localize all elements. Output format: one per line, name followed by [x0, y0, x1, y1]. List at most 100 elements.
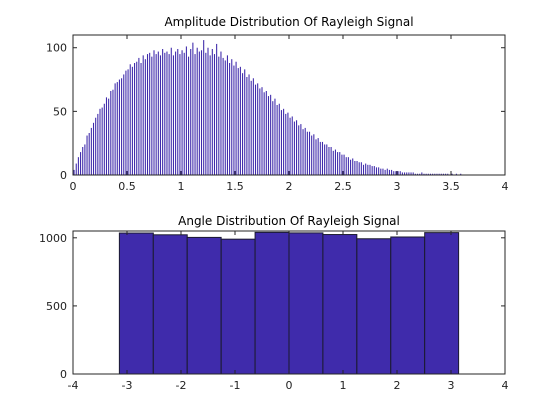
amplitude-bar — [460, 173, 462, 175]
angle-x-tick-label: 3 — [448, 379, 455, 392]
amplitude-bar — [332, 150, 334, 175]
amplitude-bar — [434, 173, 436, 175]
amplitude-bar — [410, 172, 412, 175]
amplitude-bar — [296, 120, 298, 175]
amplitude-bar — [447, 173, 449, 175]
amplitude-bar — [159, 55, 162, 175]
amplitude-bar — [278, 103, 280, 175]
angle-x-tick-label: -3 — [122, 379, 133, 392]
amplitude-bar — [216, 43, 218, 175]
amplitude-bar — [395, 171, 397, 175]
amplitude-bar — [179, 54, 181, 176]
amplitude-axes-box — [72, 34, 506, 176]
amplitude-bar — [358, 162, 360, 175]
amplitude-bar — [432, 173, 434, 175]
amplitude-bar — [326, 144, 328, 175]
amplitude-bar — [101, 107, 103, 175]
amplitude-bar — [75, 163, 77, 175]
amplitude-axes-frame — [72, 34, 506, 176]
amplitude-bar — [250, 80, 252, 175]
amplitude-bar — [423, 173, 425, 175]
amplitude-bar — [343, 154, 345, 175]
amplitude-y-tick-label: 50 — [53, 105, 67, 118]
amplitude-bar — [425, 173, 427, 175]
amplitude-bar — [293, 121, 295, 175]
amplitude-bar — [391, 169, 393, 175]
amplitude-bar — [308, 131, 311, 175]
amplitude-y-tick-label: 100 — [46, 42, 67, 55]
amplitude-bar — [263, 92, 265, 175]
amplitude-bar — [347, 157, 349, 175]
angle-bar — [152, 234, 188, 375]
amplitude-bar — [272, 101, 274, 175]
amplitude-bar — [200, 50, 203, 175]
amplitude-bar — [406, 172, 408, 175]
amplitude-bar — [73, 169, 75, 175]
amplitude-bar — [129, 64, 131, 175]
amplitude-bar — [455, 173, 457, 175]
amplitude-bar — [276, 105, 278, 175]
amplitude-y-ticks: 0 50 100 — [46, 42, 505, 182]
amplitude-bar — [166, 51, 168, 175]
amplitude-bar — [123, 74, 125, 175]
amplitude-bar — [127, 69, 129, 175]
amplitude-bar — [445, 173, 447, 175]
amplitude-bar — [222, 57, 224, 175]
amplitude-bar — [270, 94, 272, 175]
amplitude-bar — [246, 77, 248, 175]
amplitude-histogram: Amplitude Distribution Of Rayleigh Signa… — [46, 15, 509, 193]
amplitude-bar — [408, 172, 410, 175]
amplitude-bar — [373, 166, 375, 175]
amplitude-bar — [298, 125, 300, 175]
amplitude-bar — [157, 51, 159, 175]
amplitude-bar — [362, 164, 365, 175]
amplitude-bar — [196, 47, 198, 176]
amplitude-bar — [220, 51, 222, 175]
amplitude-bar — [371, 166, 373, 175]
amplitude-bar — [375, 167, 378, 175]
amplitude-bar — [283, 108, 285, 175]
amplitude-bar — [315, 139, 317, 175]
angle-x-ticks: -4 -3 -2 -1 0 1 2 3 4 — [68, 231, 509, 392]
amplitude-bar — [226, 55, 228, 175]
angle-y-tick-label: 1000 — [39, 232, 67, 245]
amplitude-bar — [291, 116, 293, 175]
amplitude-bar — [153, 50, 155, 175]
amplitude-bar — [118, 79, 120, 175]
amplitude-bar — [427, 173, 429, 175]
amplitude-bar — [194, 54, 196, 176]
amplitude-bar — [300, 124, 302, 175]
amplitude-x-tick-label: 4 — [502, 180, 509, 193]
angle-bar — [254, 231, 290, 375]
amplitude-bar — [397, 171, 399, 175]
amplitude-bar — [188, 56, 190, 175]
angle-x-tick-label: 1 — [340, 379, 347, 392]
amplitude-bar — [257, 83, 259, 175]
amplitude-bar — [218, 56, 220, 175]
amplitude-bar — [412, 172, 414, 175]
amplitude-bar — [144, 59, 146, 175]
amplitude-bar — [442, 173, 444, 175]
amplitude-bar — [84, 144, 86, 175]
amplitude-bar — [138, 57, 140, 175]
angle-x-tick-label: -2 — [176, 379, 187, 392]
amplitude-bar — [177, 49, 179, 175]
amplitude-bar — [302, 129, 304, 175]
amplitude-bar — [352, 158, 354, 175]
amplitude-bar — [99, 108, 101, 175]
angle-bar — [356, 238, 392, 375]
amplitude-bar — [429, 173, 432, 175]
amplitude-bar — [285, 113, 287, 175]
amplitude-bar — [207, 47, 209, 176]
amplitude-x-tick-label: 1.5 — [226, 180, 244, 193]
amplitude-bar — [90, 127, 92, 175]
amplitude-bar — [114, 83, 116, 175]
angle-bar — [424, 232, 460, 375]
amplitude-bar — [125, 70, 127, 175]
amplitude-bar — [242, 73, 244, 175]
angle-x-tick-label: 2 — [394, 379, 401, 392]
amplitude-bar — [345, 157, 347, 175]
amplitude-bar — [341, 154, 343, 175]
amplitude-bar — [86, 135, 88, 175]
angle-y-tick-label: 500 — [46, 300, 67, 313]
